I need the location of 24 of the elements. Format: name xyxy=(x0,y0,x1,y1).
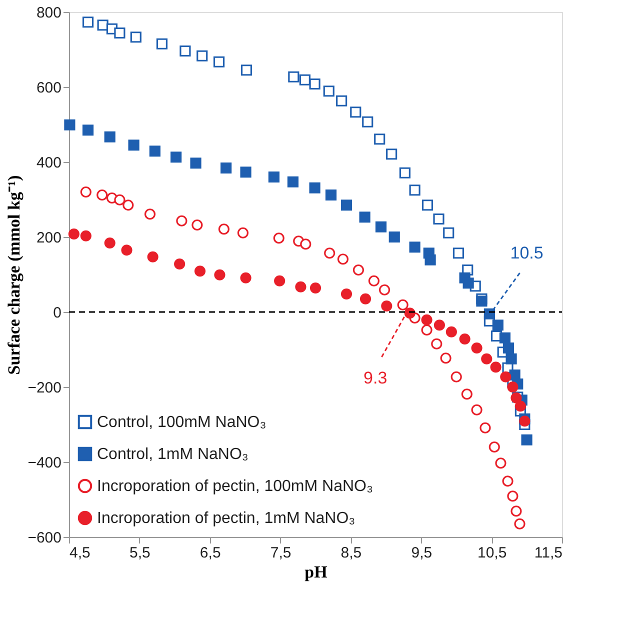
legend-label: Control, 1mM NaNO₃ xyxy=(97,446,248,463)
legend-label: Incroporation of pectin, 1mM NaNO₃ xyxy=(97,510,356,527)
annotation: 10.5 xyxy=(510,243,544,262)
x-tick-label: 11,5 xyxy=(534,544,562,562)
x-axis-title: pH xyxy=(304,562,328,582)
x-tick-label: 7,5 xyxy=(270,544,292,562)
y-tick-label: 600 xyxy=(36,80,62,96)
legend-label: Control, 100mM NaNO₃ xyxy=(97,414,266,431)
x-tick-label: 5,5 xyxy=(130,544,150,562)
legend-label: Incroporation of pectin, 100mM NaNO₃ xyxy=(97,478,373,495)
y-tick-label: 400 xyxy=(36,154,62,172)
x-tick-label: 8,5 xyxy=(340,544,362,562)
y-tick-label: 200 xyxy=(36,230,62,246)
y-tick-label: 0 xyxy=(53,304,62,322)
y-tick-label: 800 xyxy=(36,4,62,22)
x-tick-label: 6,5 xyxy=(200,544,221,562)
x-tick-label: 4,5 xyxy=(70,544,90,562)
annotation: 9.3 xyxy=(364,368,388,388)
x-tick-label: 10,5 xyxy=(477,544,507,562)
y-axis-title: Surface charge (mmol kg⁻¹) xyxy=(4,175,24,375)
y-tick-label: −400 xyxy=(28,454,62,472)
y-tick-label: −600 xyxy=(28,530,62,546)
x-tick-label: 9,5 xyxy=(411,544,432,562)
y-tick-label: −200 xyxy=(28,380,62,396)
